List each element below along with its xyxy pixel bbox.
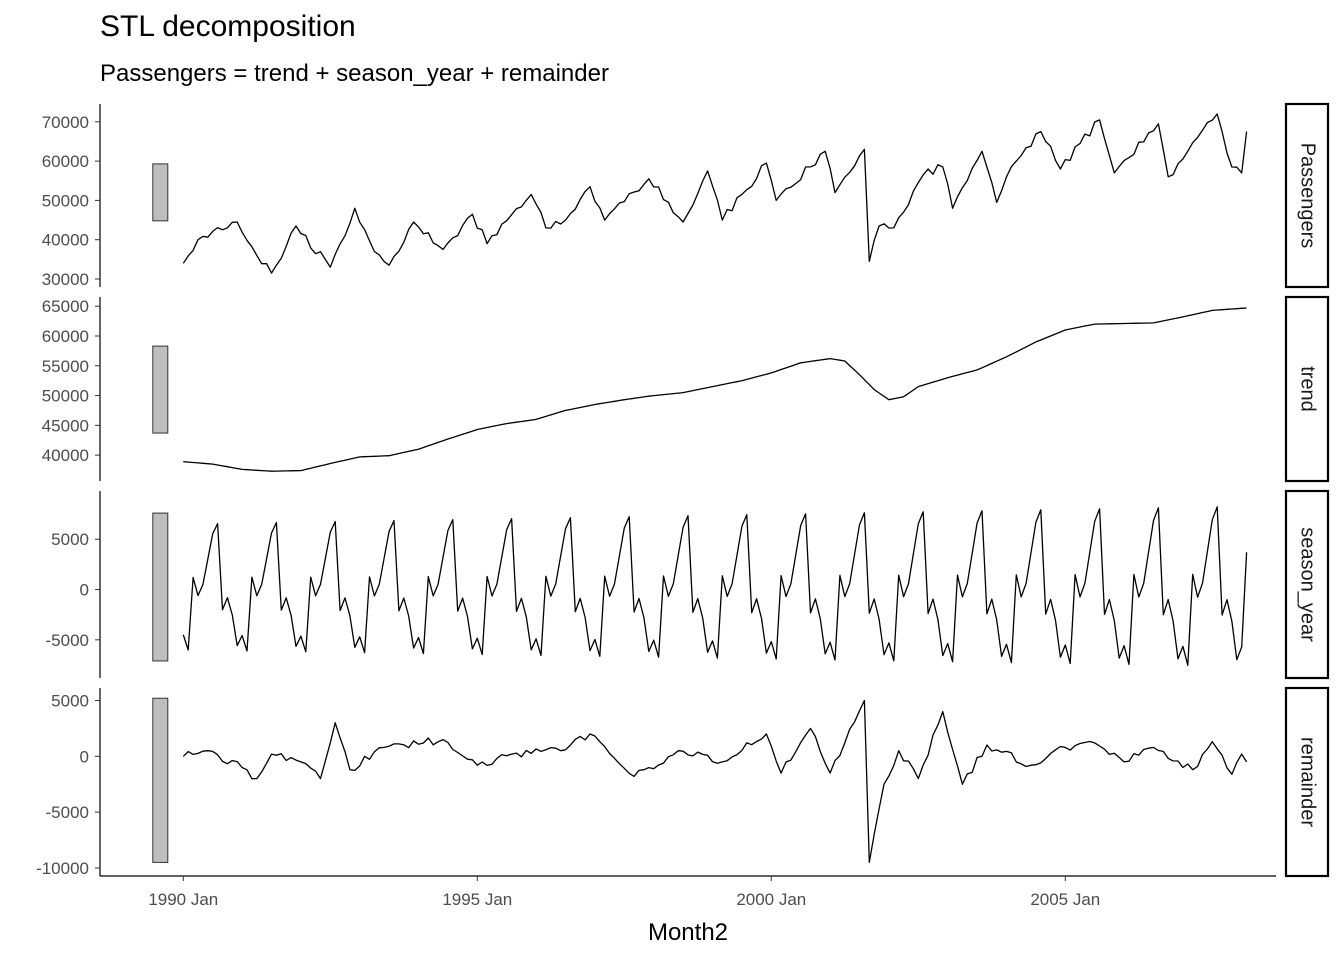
y-tick-label: 40000 [42,446,89,465]
series-line-season-year [182,506,1248,666]
panel-remainder: -10000 -5000 0 5000 remainder [36,686,1330,878]
y-tick-label: 60000 [42,152,89,171]
y-tick-label: 65000 [42,297,89,316]
x-tick-label: 2005 Jan [1030,890,1100,909]
facet-strip [1284,686,1330,878]
y-tick-label: -5000 [46,631,89,650]
x-axis-title: Month2 [648,919,728,946]
y-tick-label: 0 [80,581,89,600]
facet-strip-label: season_year [1297,527,1319,642]
x-tick-label: 1995 Jan [442,890,512,909]
y-tick-label: 60000 [42,327,89,346]
y-tick-label: 50000 [42,191,89,210]
facet-strip [1284,102,1330,289]
panel-Passengers: 30000 40000 50000 60000 70000 Passengers [42,102,1330,289]
series-line-Passengers [182,113,1248,274]
x-tick-label: 1990 Jan [148,890,218,909]
chart-title: STL decomposition [100,10,356,43]
y-tick-label: -5000 [46,803,89,822]
y-tick-label: 5000 [51,530,89,549]
panel-season-year: -5000 0 5000 season_year [46,489,1330,680]
facet-strip-label: remainder [1297,737,1319,827]
chart-subtitle: Passengers = trend + season_year + remai… [100,60,609,87]
series-line-trend [183,307,1247,472]
scale-bar [152,163,169,222]
y-tick-label: 30000 [42,270,89,289]
scale-bar [152,345,169,434]
facet-strip-label: trend [1297,366,1319,412]
panel-trend: 40000 45000 50000 55000 60000 65000 trend [42,295,1330,483]
x-tick-label: 2000 Jan [736,890,806,909]
y-tick-label: 5000 [51,691,89,710]
facet-strip [1284,295,1330,483]
scale-bar [152,512,169,662]
y-tick-label: 45000 [42,416,89,435]
y-tick-label: 70000 [42,113,89,132]
series-line-remainder [182,699,1248,864]
facet-strip-label: Passengers [1297,143,1319,249]
scale-bar [152,697,169,863]
y-tick-label: 55000 [42,357,89,376]
y-tick-label: 50000 [42,387,89,406]
y-tick-label: 40000 [42,231,89,250]
y-tick-label: 0 [80,747,89,766]
y-tick-label: -10000 [36,859,89,878]
facet-strip [1284,489,1330,680]
